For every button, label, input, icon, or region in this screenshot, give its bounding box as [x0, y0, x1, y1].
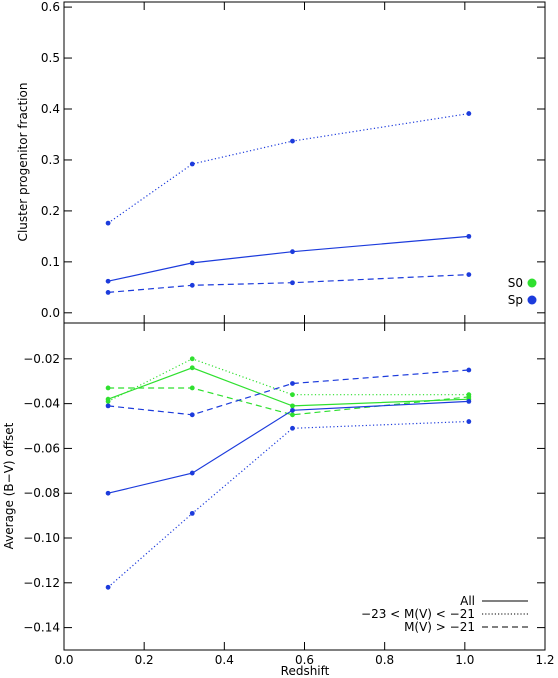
top-ytick-label: 0.2: [41, 204, 60, 218]
top-y-ticks: 0.0 0.1 0.2 0.3 0.4 0.5 0.6: [41, 0, 545, 320]
bottom-series-s0-solid-line: [107, 367, 469, 407]
bottom-series-s0-dashed-point: [189, 385, 195, 391]
bottom-series-s0-dashed-point: [290, 412, 295, 418]
bottom-ytick-label: −0.10: [23, 531, 60, 545]
top-y-axis-label: Cluster progenitor fraction: [16, 83, 30, 242]
top-series-sp-dotted-point: [466, 111, 472, 116]
top-series-sp-dotted-point: [105, 220, 111, 226]
bottom-series-sp-dotted-point: [290, 425, 295, 431]
bottom-series-sp-dashed-point: [189, 412, 195, 418]
top-series-group: [105, 111, 472, 295]
top-ytick-label: 0.3: [41, 153, 60, 167]
bottom-series-s0-dotted-line: [107, 358, 469, 402]
bottom-series-sp-dotted-point: [189, 510, 195, 516]
bottom-ytick-label: −0.06: [23, 441, 60, 455]
bottom-legend: All −23 < M(V) < −21 M(V) > −21: [361, 594, 528, 634]
bottom-series-s0-dotted-point: [290, 392, 295, 398]
bottom-series-sp-solid-point: [466, 398, 472, 404]
bottom-series-s0-solid-point: [290, 403, 295, 409]
xtick-label: 0.6: [295, 653, 314, 667]
xtick-label: 1.0: [455, 653, 474, 667]
bottom-series-sp-dashed-point: [466, 367, 472, 373]
bottom-series-s0-dashed-point: [105, 385, 111, 391]
bottom-series-s0-dotted-point: [189, 356, 195, 362]
x-axis-label: Redshift: [281, 664, 330, 678]
top-legend: S0 Sp: [508, 276, 537, 307]
bottom-series-s0-solid-point: [189, 365, 195, 371]
bottom-series-sp-dashed-point: [290, 381, 295, 386]
top-series-sp-solid-line: [107, 235, 469, 282]
bottom-series-sp-dotted-line: [107, 420, 469, 588]
bottom-ytick-label: −0.02: [23, 352, 60, 366]
top-series-sp-dashed-point: [105, 290, 111, 295]
bottom-ytick-label: −0.12: [23, 576, 60, 590]
bottom-ytick-label: −0.04: [23, 397, 60, 411]
top-series-sp-dashed-point: [466, 272, 472, 277]
bottom-series-sp-solid-line: [107, 400, 469, 494]
bottom-series-sp-solid-point: [105, 490, 111, 496]
top-series-sp-dashed-line: [108, 274, 469, 293]
top-series-sp-solid-point: [290, 249, 295, 255]
top-ytick-label: 0.6: [41, 0, 60, 14]
bottom-ytick-label: −0.14: [23, 621, 60, 635]
xtick-label: 0.0: [54, 653, 73, 667]
bottom-series-s0-dashed-line: [108, 387, 469, 416]
x-ticks: 0.0 0.2 0.4 0.6 0.8 1.0 1.2: [54, 2, 555, 667]
legend-item-s0-label: S0: [508, 276, 523, 290]
top-series-sp-dotted-point: [189, 161, 195, 167]
top-ytick-label: 0.1: [41, 255, 60, 269]
top-series-sp-solid-point: [466, 233, 472, 239]
top-series-sp-dotted-point: [290, 138, 295, 144]
top-series-sp-solid-point: [105, 278, 111, 284]
bottom-series-sp-dashed-point: [105, 403, 111, 409]
bottom-y-axis-label: Average (B−V) offset: [2, 422, 16, 549]
legend-item-mid-label: −23 < M(V) < −21: [361, 607, 475, 621]
bottom-ytick-label: −0.08: [23, 486, 60, 500]
xtick-label: 0.4: [215, 653, 234, 667]
bottom-series-sp-dotted-point: [105, 584, 111, 590]
top-ytick-label: 0.5: [41, 51, 60, 65]
legend-item-sp-marker: [527, 295, 537, 305]
top-ytick-label: 0.4: [41, 102, 60, 116]
xtick-label: 0.8: [375, 653, 394, 667]
top-series-sp-dotted-line: [107, 113, 469, 224]
legend-item-faint-label: M(V) > −21: [404, 620, 475, 634]
bottom-series-sp-dotted-point: [466, 419, 472, 424]
xtick-label: 1.2: [535, 653, 554, 667]
top-series-sp-dashed-point: [290, 280, 295, 286]
legend-item-s0-marker: [527, 278, 537, 288]
xtick-label: 0.2: [135, 653, 154, 667]
bottom-y-ticks: −0.02 −0.04 −0.06 −0.08 −0.10 −0.12 −0.14: [23, 352, 545, 635]
bottom-series-sp-solid-point: [290, 407, 295, 413]
bottom-series-sp-dashed-line: [108, 369, 469, 416]
bottom-series-sp-solid-point: [189, 470, 195, 476]
top-series-sp-solid-point: [189, 260, 195, 266]
bottom-series-group: [105, 356, 472, 590]
bottom-series-s0-dotted-point: [105, 398, 111, 404]
bottom-series-s0-dashed-point: [466, 394, 472, 400]
legend-item-all-label: All: [460, 594, 475, 608]
top-ytick-label: 0.0: [41, 306, 60, 320]
legend-item-sp-label: Sp: [508, 293, 523, 307]
top-series-sp-dashed-point: [189, 282, 195, 288]
